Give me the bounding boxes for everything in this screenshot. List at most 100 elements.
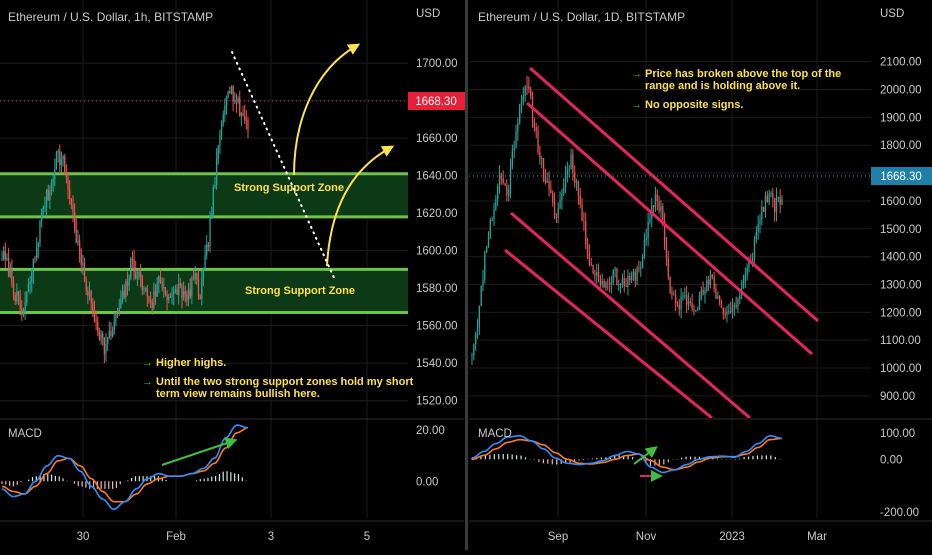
candle-body [555,216,558,218]
candle-body [546,180,548,183]
candle-body [728,311,730,313]
candle-body [608,283,611,285]
candle-body [95,320,97,322]
candle-body [616,268,618,286]
price-tick-label: 1660.00 [416,133,458,145]
candle-body [487,236,490,247]
candle-body [478,306,480,328]
right-price-label-bg [871,167,932,185]
candle-body [647,221,649,238]
candle-body [610,282,613,284]
candle-body [12,283,15,296]
candle-body [515,131,517,148]
candle-body [52,178,54,183]
candle-body [656,194,658,202]
candle-body [237,97,239,103]
candle-body [141,276,143,290]
candle-body [753,239,756,257]
left-chart-panel: 1700.001680.001660.001640.001620.001600.… [0,0,465,543]
candle-body [83,263,86,280]
channel-line-mid-lower [510,211,751,418]
candle-body [123,290,125,298]
candle-body [242,113,244,117]
candle-body [643,240,646,257]
candle-body [100,333,102,340]
candle-body [72,204,74,213]
candle-body [590,263,592,265]
candle-body [105,344,107,354]
candle-body [689,301,691,304]
candle-body [724,314,726,316]
candle-body [44,206,46,208]
zone-label-lower: Strong Support Zone [245,285,355,297]
note-text-1: Higher highs. [156,357,226,369]
candle-body [561,193,563,200]
candle-body [553,202,556,217]
candle-body [509,165,512,190]
candle-body [70,198,72,205]
candle-body [26,291,28,303]
candle-body [548,180,550,190]
left-candles [1,85,249,364]
candle-body [634,271,636,281]
channel-line-lower [504,248,713,418]
candle-body [607,282,609,284]
price-tick-label: 900.00 [880,391,915,403]
candle-body [36,247,38,259]
price-tick-label: 2100.00 [880,57,922,69]
candle-body [482,279,484,287]
time-tick-label: Sep [548,531,568,543]
candle-body [59,150,61,166]
candle-body [720,303,723,308]
candle-body [585,221,587,245]
candle-body [125,281,127,298]
candle-body [757,224,759,232]
candle-body [118,308,120,313]
left-macd-pane [1,424,249,511]
candle-body [735,304,737,307]
candle-body [161,282,163,289]
macd-line [471,434,783,474]
candle-body [563,187,565,194]
panel-divider[interactable] [465,0,468,550]
candle-body [154,291,157,297]
candle-body [140,272,142,277]
candle-body [136,277,139,279]
candle-body [542,158,545,177]
candle-body [763,206,765,212]
candle-body [473,344,475,356]
candle-body [6,258,8,260]
candle-body [717,296,719,299]
channel-line-upper [529,66,819,323]
candle-body [605,282,607,288]
macd-tick-label: 0.00 [416,476,438,488]
candle-body [107,337,109,345]
candle-body [62,156,64,160]
candle-body [49,191,51,201]
candle-body [575,181,578,183]
candle-body [665,242,668,259]
candle-body [149,300,152,303]
candle-body [169,296,172,298]
time-tick-label: 5 [364,531,370,543]
macd-higher-highs-arrow [161,437,238,466]
candle-body [695,310,697,312]
candle-body [517,122,519,132]
candle-body [614,268,616,271]
right-price-label: 1668.30 [880,171,922,183]
candle-body [737,299,739,307]
candle-body [69,189,71,199]
candle-body [65,174,68,178]
macd-line [1,424,249,511]
candle-body [143,288,145,290]
candle-body [746,267,748,275]
price-tick-label: 1900.00 [880,112,922,124]
right-macd-axis: 100.00 0.00 -200.00 [880,428,919,519]
candle-body [475,333,477,345]
candle-body [684,295,686,297]
candle-body [133,259,135,272]
candle-body [17,291,20,297]
candle-body [511,150,514,166]
candle-body [722,307,724,315]
candle-body [691,303,693,309]
